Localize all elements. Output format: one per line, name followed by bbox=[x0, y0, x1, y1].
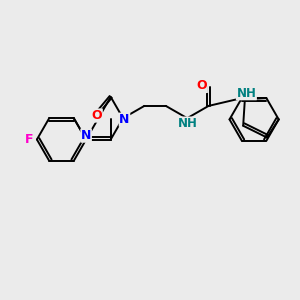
Text: O: O bbox=[92, 109, 102, 122]
Text: NH: NH bbox=[236, 87, 256, 100]
Text: O: O bbox=[197, 80, 207, 92]
Text: N: N bbox=[81, 129, 91, 142]
Text: N: N bbox=[119, 113, 130, 126]
Text: NH: NH bbox=[178, 117, 198, 130]
Text: F: F bbox=[25, 133, 33, 146]
